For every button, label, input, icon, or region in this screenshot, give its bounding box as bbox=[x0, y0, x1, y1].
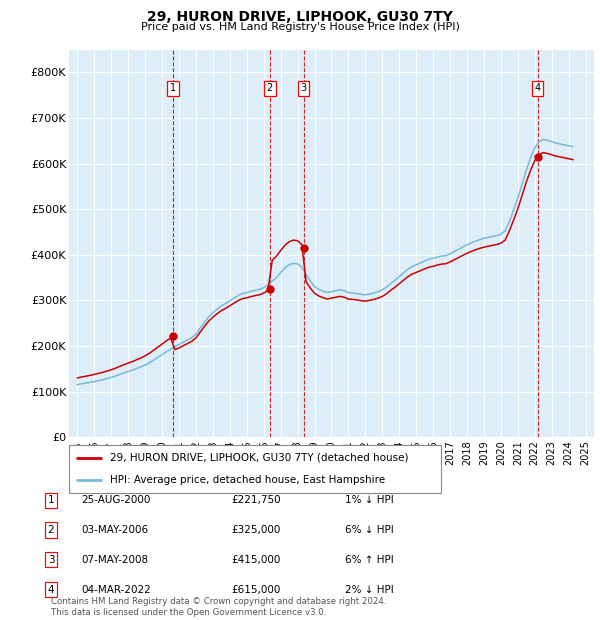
Text: 2: 2 bbox=[47, 525, 55, 535]
Text: £221,750: £221,750 bbox=[231, 495, 281, 505]
Text: 4: 4 bbox=[535, 83, 541, 94]
Text: £325,000: £325,000 bbox=[231, 525, 280, 535]
Text: 03-MAY-2006: 03-MAY-2006 bbox=[81, 525, 148, 535]
FancyBboxPatch shape bbox=[69, 445, 441, 493]
Text: 29, HURON DRIVE, LIPHOOK, GU30 7TY (detached house): 29, HURON DRIVE, LIPHOOK, GU30 7TY (deta… bbox=[110, 453, 409, 463]
Text: 2: 2 bbox=[266, 83, 273, 94]
Text: 1: 1 bbox=[170, 83, 176, 94]
Text: Contains HM Land Registry data © Crown copyright and database right 2024.
This d: Contains HM Land Registry data © Crown c… bbox=[51, 598, 386, 617]
Text: 3: 3 bbox=[301, 83, 307, 94]
Text: Price paid vs. HM Land Registry's House Price Index (HPI): Price paid vs. HM Land Registry's House … bbox=[140, 22, 460, 32]
Text: 3: 3 bbox=[47, 555, 55, 565]
Text: 4: 4 bbox=[47, 585, 55, 595]
Text: 6% ↓ HPI: 6% ↓ HPI bbox=[345, 525, 394, 535]
Text: 07-MAY-2008: 07-MAY-2008 bbox=[81, 555, 148, 565]
Text: 1: 1 bbox=[47, 495, 55, 505]
Text: 29, HURON DRIVE, LIPHOOK, GU30 7TY: 29, HURON DRIVE, LIPHOOK, GU30 7TY bbox=[147, 10, 453, 24]
Text: £415,000: £415,000 bbox=[231, 555, 280, 565]
Text: 04-MAR-2022: 04-MAR-2022 bbox=[81, 585, 151, 595]
Text: 6% ↑ HPI: 6% ↑ HPI bbox=[345, 555, 394, 565]
Text: 2% ↓ HPI: 2% ↓ HPI bbox=[345, 585, 394, 595]
Text: £615,000: £615,000 bbox=[231, 585, 280, 595]
Text: 1% ↓ HPI: 1% ↓ HPI bbox=[345, 495, 394, 505]
Text: 25-AUG-2000: 25-AUG-2000 bbox=[81, 495, 151, 505]
Text: HPI: Average price, detached house, East Hampshire: HPI: Average price, detached house, East… bbox=[110, 475, 385, 485]
